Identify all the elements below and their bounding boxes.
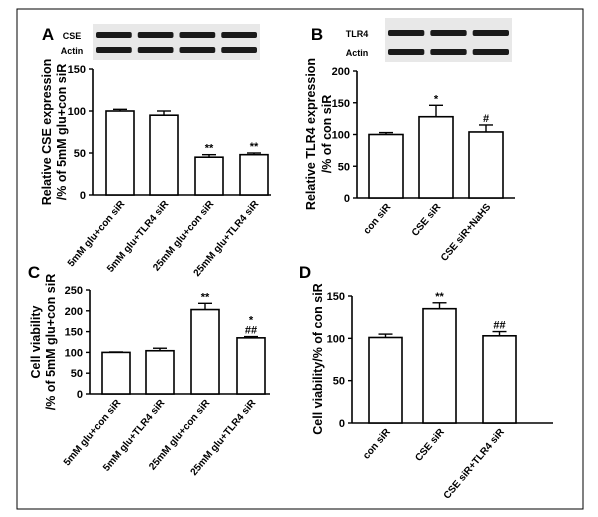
- significance-label: ##: [245, 325, 257, 337]
- bar: [101, 351, 131, 395]
- blot-label: Actin: [346, 48, 369, 58]
- panel-letter: D: [299, 263, 311, 282]
- bar: [468, 131, 504, 199]
- category-label: CSE siR: [413, 426, 447, 463]
- y-axis-label-line: /% of con siR: [320, 95, 334, 173]
- blot-label: TLR4: [346, 29, 369, 39]
- y-tick-label: 200: [332, 66, 350, 78]
- panel-letter: C: [28, 263, 40, 282]
- category-label: CSE siR: [410, 201, 444, 238]
- category-label: con siR: [361, 426, 393, 461]
- y-axis-label: Cell viability/% of con siR: [311, 283, 325, 434]
- bar: [239, 153, 269, 196]
- y-axis-label: Relative CSE expression/% of 5mM glu+con…: [40, 59, 69, 206]
- y-axis-label: Relative TLR4 expression/% of con siR: [304, 58, 334, 210]
- significance-label: **: [205, 143, 214, 155]
- y-tick-label: 0: [339, 418, 345, 430]
- bar: [149, 114, 179, 196]
- category-label: con siR: [362, 201, 394, 236]
- significance-label: **: [435, 291, 444, 303]
- blot-band: [472, 49, 509, 55]
- blot-band: [472, 30, 509, 36]
- bar: [368, 133, 404, 199]
- blot-band: [96, 47, 132, 53]
- bar: [368, 336, 403, 424]
- blot-band: [137, 32, 174, 38]
- y-axis-label-line: Relative CSE expression: [40, 59, 54, 206]
- significance-label: #: [483, 113, 489, 125]
- y-axis-label: Cell viability/% of 5mM glu+con siR: [29, 274, 58, 410]
- bar: [422, 307, 457, 424]
- y-tick-label: 150: [65, 327, 83, 339]
- bar: [418, 115, 454, 199]
- y-axis-label-line: Relative TLR4 expression: [304, 58, 318, 210]
- bar: [236, 337, 266, 395]
- significance-label: *: [434, 93, 439, 105]
- western-blot: TLR4 Actin: [346, 18, 512, 62]
- y-tick-label: 0: [80, 190, 86, 202]
- y-tick-label: 150: [327, 291, 345, 303]
- significance-label: **: [250, 141, 259, 153]
- blot-background: [93, 24, 260, 60]
- y-tick-label: 200: [65, 306, 83, 318]
- significance-label: *: [249, 315, 254, 327]
- blot-band: [221, 47, 257, 53]
- bar: [145, 349, 175, 395]
- bar: [190, 308, 220, 395]
- y-tick-label: 50: [74, 148, 86, 160]
- blot-band: [179, 32, 216, 38]
- y-tick-label: 50: [338, 161, 350, 173]
- significance-label: **: [201, 291, 210, 303]
- y-tick-label: 100: [65, 347, 83, 359]
- blot-band: [221, 32, 257, 38]
- y-tick-label: 50: [71, 368, 83, 380]
- blot-band: [430, 30, 467, 36]
- y-axis-label-line: /% of 5mM glu+con siR: [44, 274, 58, 410]
- figure-frame: [16, 8, 584, 510]
- y-tick-label: 0: [77, 389, 83, 401]
- blot-band: [137, 47, 174, 53]
- blot-label: CSE: [63, 31, 82, 41]
- blot-band: [96, 32, 132, 38]
- category-label: CSE siR+TLR4 siR: [442, 426, 508, 501]
- y-tick-label: 100: [327, 333, 345, 345]
- y-tick-label: 250: [65, 285, 83, 297]
- y-tick-label: 150: [332, 98, 350, 110]
- y-axis-label-line: Cell viability/% of con siR: [311, 283, 325, 434]
- y-axis-label-line: /% of 5mM glu+con siR: [55, 64, 69, 200]
- panel-c: C 0 50 100 150 200 250 Cell viability/% of 5mM …: [28, 263, 270, 478]
- blot-band: [388, 49, 425, 55]
- y-axis-label-line: Cell viability: [29, 305, 43, 378]
- panel-letter: A: [42, 25, 54, 44]
- y-tick-label: 0: [344, 193, 350, 205]
- blot-background: [385, 18, 512, 62]
- panel-letter: B: [311, 25, 323, 44]
- blot-label: Actin: [61, 46, 84, 56]
- bar: [105, 110, 135, 196]
- category-label: CSE siR+NaHS: [439, 202, 494, 264]
- significance-label: ##: [493, 320, 505, 332]
- y-tick-label: 150: [68, 64, 86, 76]
- y-tick-label: 50: [333, 376, 345, 388]
- blot-band: [388, 30, 425, 36]
- y-tick-label: 100: [332, 130, 350, 142]
- bar: [194, 156, 224, 196]
- bar: [482, 334, 517, 424]
- western-blot: CSE Actin: [61, 24, 260, 60]
- blot-band: [430, 49, 467, 55]
- y-tick-label: 100: [68, 106, 86, 118]
- blot-band: [179, 47, 216, 53]
